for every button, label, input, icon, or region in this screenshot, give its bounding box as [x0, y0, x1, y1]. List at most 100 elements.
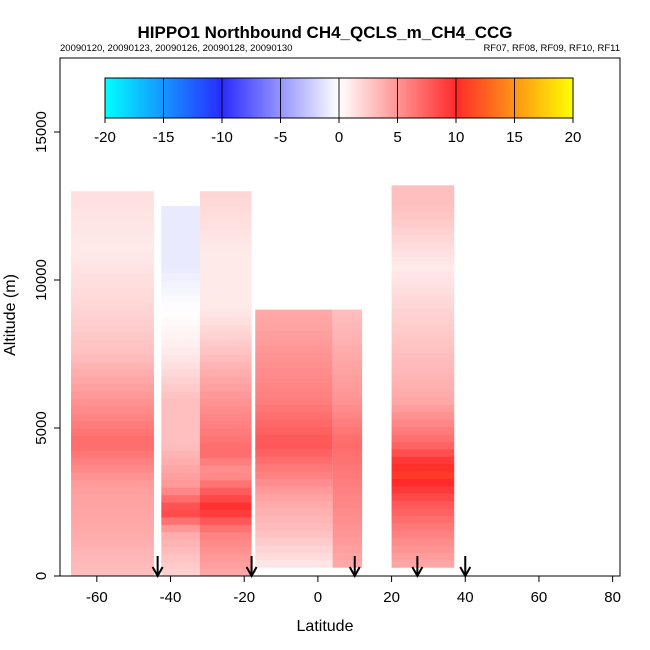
curtain-cell: [200, 442, 252, 451]
curtain-cell: [332, 456, 363, 465]
curtain-cell: [161, 561, 200, 570]
curtain-cell: [255, 530, 333, 539]
curtain-cell: [332, 315, 363, 324]
curtain-cell: [391, 322, 455, 331]
curtain-cell: [200, 287, 252, 296]
curtain-cell: [391, 271, 455, 280]
curtain-cell: [391, 285, 455, 294]
curtain-cell: [71, 250, 154, 259]
chart-title: HIPPO1 Northbound CH4_QCLS_m_CH4_CCG: [138, 23, 513, 42]
curtain-cell: [391, 507, 455, 516]
curtain-cell: [161, 206, 200, 214]
y-tick-label: 5000: [33, 411, 50, 444]
curtain-cell: [161, 509, 200, 518]
curtain-cell: [71, 509, 154, 518]
y-tick-label: 0: [33, 572, 50, 580]
curtain-cell: [161, 257, 200, 266]
curtain-cell: [255, 515, 333, 524]
curtain-cell: [391, 470, 455, 479]
curtain-cell: [71, 502, 154, 510]
curtain-cell: [200, 257, 252, 266]
curtain-cell: [391, 493, 455, 502]
curtain-cell: [391, 456, 455, 465]
curtain-cell: [255, 463, 333, 472]
curtain-cell: [161, 539, 200, 547]
curtain: [332, 309, 363, 568]
curtain-cell: [200, 553, 252, 562]
curtain-cell: [200, 331, 252, 340]
curtain-cell: [391, 448, 455, 457]
curtain-cell: [161, 228, 200, 237]
curtain-cell: [161, 435, 200, 444]
curtain-cell: [255, 507, 333, 516]
x-tick-label: 80: [604, 589, 621, 606]
curtain-cell: [71, 553, 154, 562]
curtain-cell: [391, 204, 455, 213]
curtain-cell: [332, 552, 363, 561]
curtain-cell: [161, 487, 200, 496]
curtain-cell: [332, 374, 363, 383]
curtain-cell: [391, 226, 455, 235]
curtain-cell: [200, 243, 252, 251]
curtain-cell: [391, 359, 455, 368]
curtain-cell: [71, 272, 154, 281]
curtain-cell: [200, 494, 252, 503]
curtain-cell: [332, 448, 363, 457]
plot-frame: [59, 57, 621, 577]
curtain-cell: [71, 354, 154, 362]
curtain-cell: [200, 294, 252, 303]
curtain-cell: [200, 472, 252, 481]
curtain-cell: [255, 493, 333, 502]
curtain-cell: [255, 419, 333, 428]
curtain-cell: [255, 359, 333, 368]
curtain-cell: [332, 507, 363, 516]
curtain-cell: [200, 531, 252, 540]
curtain: [200, 191, 252, 576]
curtain-cell: [71, 546, 154, 555]
curtain-cell: [391, 389, 455, 398]
curtain-cell: [332, 389, 363, 398]
curtain-cell: [71, 346, 154, 355]
curtain-cell: [255, 426, 333, 435]
curtain-cell: [200, 509, 252, 518]
colorbar: -20 -15 -10 -5 0 5 10 15 20: [94, 77, 581, 146]
curtain-cell: [200, 324, 252, 333]
data-curtains: [71, 185, 455, 576]
y-tick-label: 15000: [33, 111, 50, 153]
curtain-cell: [200, 539, 252, 547]
curtain-cell: [71, 479, 154, 488]
curtain-cell: [161, 235, 200, 244]
curtain-cell: [255, 315, 333, 324]
curtain-cell: [391, 500, 455, 509]
curtain-cell: [391, 367, 455, 376]
curtain-cell: [255, 433, 333, 442]
curtain-cell: [200, 487, 252, 496]
curtain-cell: [391, 330, 455, 339]
curtain-cell: [332, 352, 363, 361]
curtain-cell: [332, 500, 363, 509]
curtain-cell: [71, 294, 154, 303]
colorbar-tick-label: -5: [274, 129, 287, 146]
curtain: [391, 185, 455, 568]
curtain-cell: [161, 368, 200, 377]
curtain-cell: [71, 472, 154, 481]
curtain-cell: [200, 465, 252, 473]
curtain-cell: [161, 220, 200, 229]
curtain-cell: [200, 346, 252, 355]
curtain-cell: [332, 359, 363, 368]
curtain-cell: [71, 368, 154, 377]
curtain-cell: [255, 441, 333, 450]
curtain-cell: [200, 561, 252, 570]
curtain-cell: [200, 339, 252, 348]
curtain-cell: [71, 539, 154, 547]
curtain-cell: [161, 524, 200, 533]
curtain-cell: [255, 544, 333, 553]
x-tick-label: -20: [233, 589, 255, 606]
x-tick-label: 20: [383, 589, 400, 606]
curtain-cell: [332, 441, 363, 450]
curtain-cell: [255, 382, 333, 391]
curtain-cell: [161, 413, 200, 422]
curtain-cell: [161, 568, 200, 576]
curtain-cell: [161, 391, 200, 399]
